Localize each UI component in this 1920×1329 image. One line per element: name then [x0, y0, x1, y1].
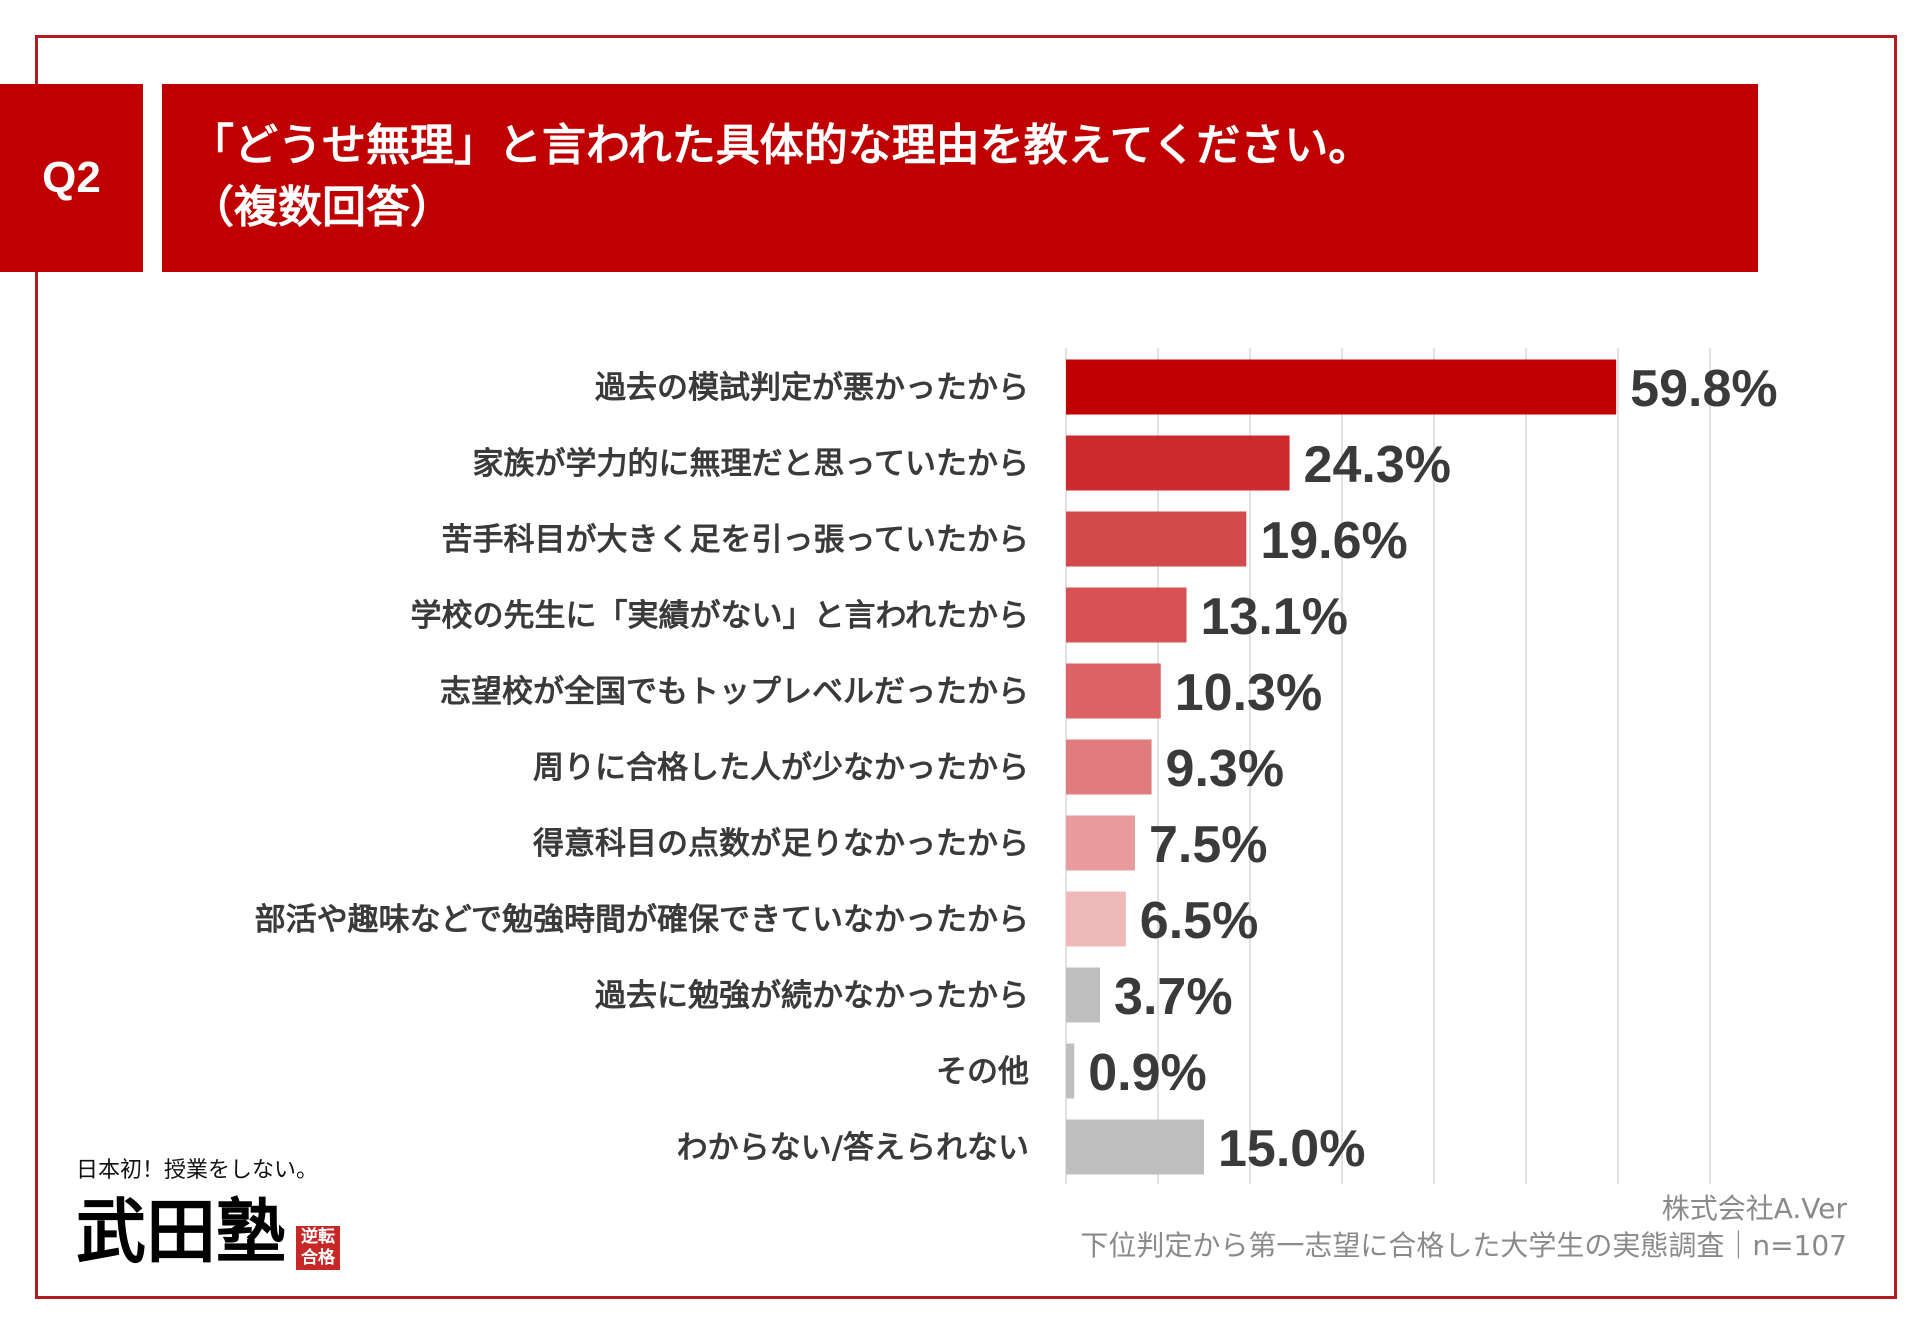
category-label: その他	[936, 1054, 1029, 1090]
logo-name: 武田塾	[76, 1190, 286, 1273]
category-label: 学校の先生に「実績がない」と言われたから	[411, 598, 1029, 634]
category-label: 過去の模試判定が悪かったから	[595, 370, 1029, 406]
category-label: 周りに合格した人が少なかったから	[533, 750, 1029, 786]
value-label: 7.5%	[1149, 816, 1268, 874]
logo-stamp: 逆転合格	[296, 1226, 340, 1270]
logo-stamp-text: 逆転合格	[301, 1227, 335, 1268]
title-line1: 「どうせ無理」と言われた具体的な理由を教えてください。	[190, 120, 1373, 171]
category-label: 家族が学力的に無理だと思っていたから	[473, 446, 1029, 482]
logo-tagline: 日本初！授業をしない。	[76, 1158, 319, 1183]
value-label: 9.3%	[1166, 740, 1285, 798]
bar	[1066, 1119, 1204, 1175]
title-bar: 「どうせ無理」と言われた具体的な理由を教えてください。 （複数回答）	[162, 84, 1758, 272]
bar	[1066, 663, 1161, 719]
bar	[1066, 815, 1135, 871]
value-label: 6.5%	[1140, 892, 1259, 950]
category-label: わからない/答えられない	[677, 1130, 1029, 1166]
title-line2: （複数回答）	[190, 182, 454, 233]
category-label: 過去に勉強が続かなかったから	[595, 978, 1029, 1014]
source-survey: 下位判定から第一志望に合格した大学生の実態調査｜n=107	[1080, 1229, 1847, 1262]
category-label: 志望校が全国でもトップレベルだったから	[440, 674, 1029, 710]
value-label: 10.3%	[1175, 664, 1322, 722]
category-label: 部活や趣味などで勉強時間が確保できていなかったから	[255, 902, 1029, 938]
slide-frame	[35, 35, 1897, 1299]
bar	[1066, 967, 1101, 1023]
value-label: 59.8%	[1630, 360, 1777, 418]
bar	[1066, 1043, 1075, 1099]
category-label: 苦手科目が大きく足を引っ張っていたから	[442, 522, 1029, 558]
category-label: 得意科目の点数が足りなかったから	[532, 826, 1029, 862]
bar	[1066, 359, 1617, 415]
bar	[1066, 587, 1187, 643]
question-number: Q2	[0, 84, 143, 272]
value-label: 19.6%	[1260, 512, 1407, 570]
value-label: 15.0%	[1218, 1120, 1365, 1178]
source-company: 株式会社A.Ver	[1661, 1192, 1847, 1225]
bar	[1066, 739, 1152, 795]
bar	[1066, 891, 1126, 947]
value-label: 3.7%	[1114, 968, 1233, 1026]
value-label: 0.9%	[1088, 1044, 1207, 1102]
bar	[1066, 435, 1290, 491]
value-label: 13.1%	[1201, 588, 1348, 646]
bar	[1066, 511, 1247, 567]
value-label: 24.3%	[1304, 436, 1451, 494]
